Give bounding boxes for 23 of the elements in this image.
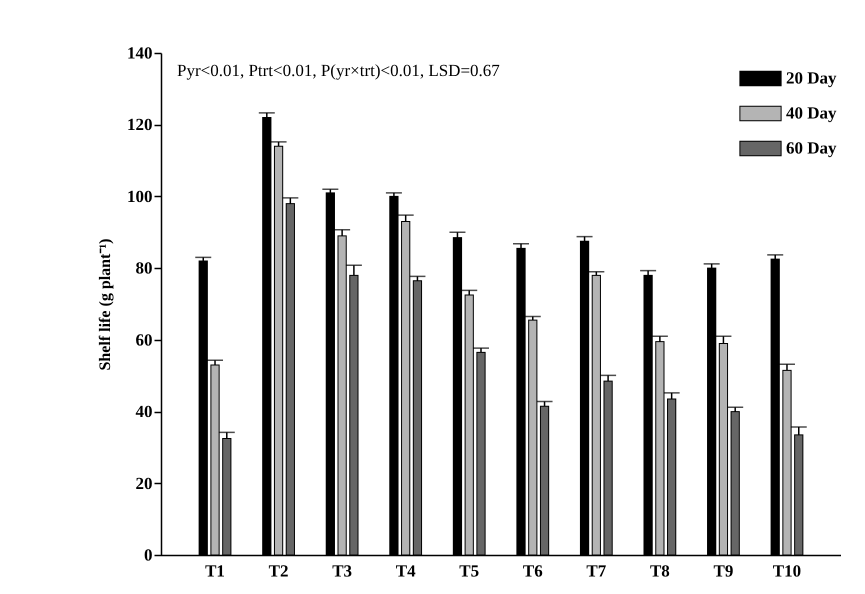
x-tick-label: T4 [396, 562, 416, 580]
x-tick-label: T6 [522, 562, 543, 580]
y-axis-title: Shelf life (g plant⁻¹) [97, 238, 114, 371]
legend-label: 60 Day [786, 138, 838, 158]
y-tick-label: 0 [144, 546, 152, 564]
legend-label: 20 Day [786, 68, 838, 88]
x-tick-label: T7 [586, 562, 607, 580]
x-tick-label: T3 [332, 562, 352, 580]
x-tick-label: T5 [459, 562, 480, 580]
legend-label: 40 Day [786, 104, 838, 122]
y-tick-label: 120 [127, 115, 152, 134]
x-tick-label: T9 [714, 562, 734, 580]
y-tick-label: 140 [127, 44, 152, 62]
x-tick-label: T2 [268, 562, 288, 580]
x-tick-label: T8 [650, 562, 670, 580]
y-tick-label: 20 [136, 474, 152, 493]
y-tick-label: 100 [127, 186, 152, 206]
x-tick-label: T10 [772, 562, 802, 580]
y-tick-label: 40 [136, 402, 152, 422]
x-tick-label: T1 [205, 562, 225, 580]
y-tick-label: 80 [136, 258, 152, 278]
annotation: Pyr<0.01, Ptrt<0.01, P(yr×trt)<0.01, LSD=0.67 [177, 61, 500, 80]
y-tick-label: 60 [136, 330, 152, 350]
